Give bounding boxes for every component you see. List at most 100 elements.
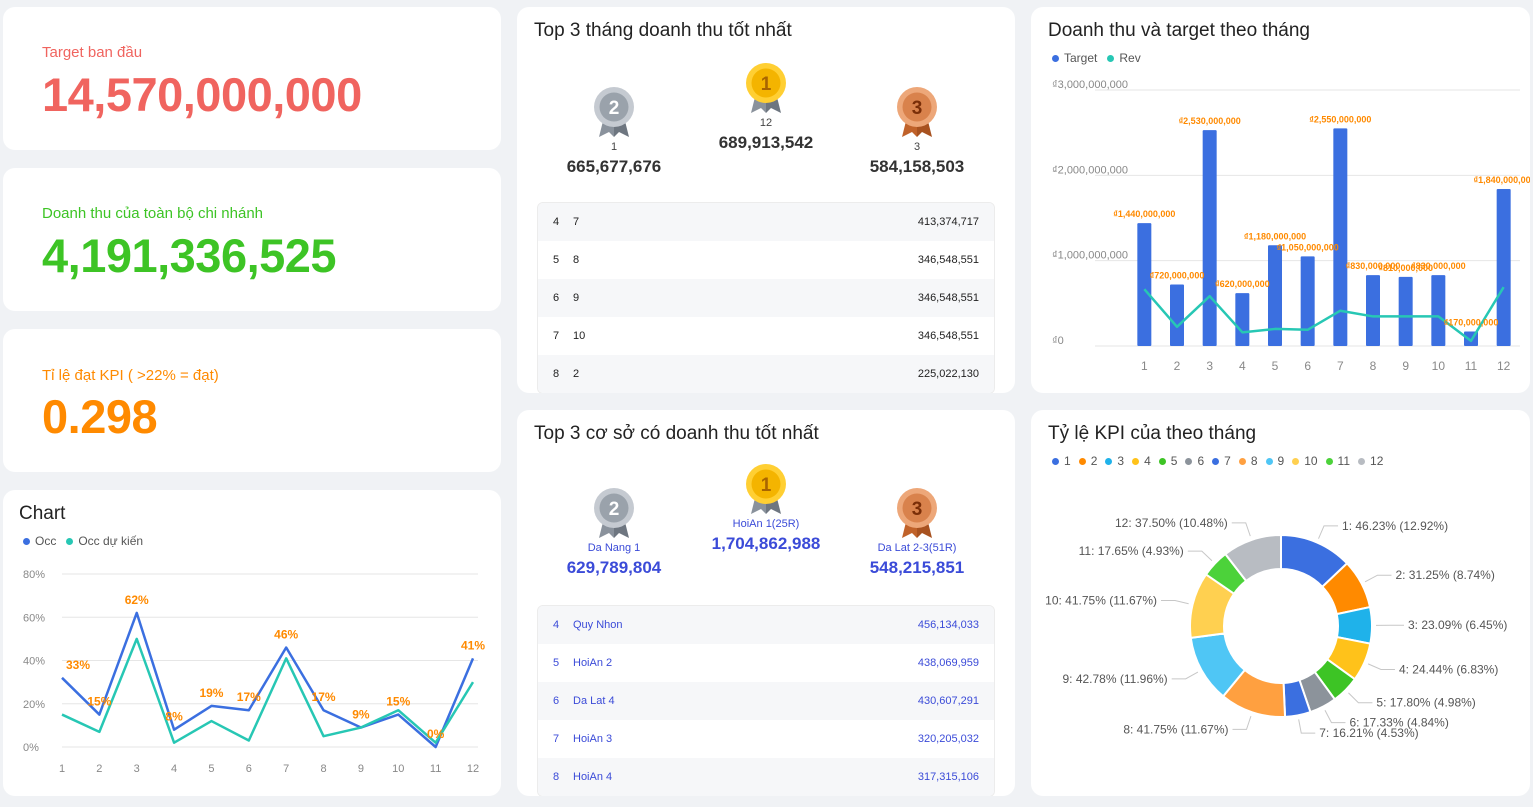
table-row[interactable]: 4 7 413,374,717 bbox=[538, 203, 994, 241]
x-tick-label: 2 bbox=[1174, 359, 1181, 373]
target-bar bbox=[1496, 188, 1511, 346]
legend-label: Target bbox=[1064, 51, 1098, 65]
kpi-donut-chart[interactable]: 1: 46.23% (12.92%) 2: 31.25% (8.74%) 3: 23… bbox=[1031, 410, 1530, 796]
row-name: HoiAn 4 bbox=[573, 771, 613, 783]
medal-silver-icon: 2 bbox=[594, 87, 634, 137]
legend-item[interactable]: 11 bbox=[1325, 454, 1350, 468]
rev-series-line bbox=[1143, 286, 1505, 343]
data-label: 15% bbox=[386, 695, 410, 709]
slice-label: 10: 41.75% (11.67%) bbox=[1045, 594, 1157, 608]
legend-label: 3 bbox=[1117, 454, 1125, 468]
legend-item[interactable]: 6 bbox=[1185, 454, 1204, 468]
row-value: 317,315,106 bbox=[917, 771, 979, 783]
slice-label: 4: 24.44% (6.83%) bbox=[1399, 662, 1498, 676]
legend-item[interactable]: 9 bbox=[1265, 454, 1285, 468]
legend-dot-icon bbox=[1265, 457, 1273, 465]
data-label: 33% bbox=[66, 658, 90, 672]
podium-third: 3 3 584,158,503 bbox=[837, 85, 997, 177]
table-row[interactable]: 5 8 346,548,551 bbox=[538, 241, 994, 279]
target-bar bbox=[1366, 275, 1380, 346]
x-tick-label: 12 bbox=[467, 763, 479, 775]
row-rank: 6 bbox=[553, 292, 560, 304]
target-bar bbox=[1398, 276, 1413, 346]
legend-item[interactable]: 1 bbox=[1052, 454, 1071, 468]
occ-line-chart[interactable]: 0%20%40%60%80%1 2 3 4 5 6 7 8 9 10 11 1233%15%62%8%… bbox=[3, 490, 501, 796]
medal-bronze-icon: 3 bbox=[897, 488, 937, 538]
slice-label: 2: 31.25% (8.74%) bbox=[1395, 568, 1494, 582]
table-row[interactable]: 8 HoiAn 4 317,315,106 bbox=[538, 758, 994, 796]
kpi-card-target: Target ban đầu 14,570,000,000 bbox=[3, 7, 501, 150]
row-value: 413,374,717 bbox=[917, 216, 979, 228]
legend-item-target[interactable]: Target bbox=[1052, 51, 1097, 65]
row-rank: 4 bbox=[553, 619, 560, 631]
legend-item-occ-du-kien[interactable]: Occ dự kiến bbox=[66, 534, 143, 548]
row-rank: 6 bbox=[553, 695, 560, 707]
legend-dot-icon bbox=[1132, 457, 1140, 465]
y-tick-label: ₫0 bbox=[1052, 335, 1064, 347]
data-label: 41% bbox=[461, 638, 485, 652]
target-bar bbox=[1300, 256, 1315, 346]
kpi-ratio-value: 0.298 bbox=[42, 390, 158, 443]
legend-label: 7 bbox=[1224, 454, 1231, 468]
legend-label: Occ bbox=[35, 534, 57, 548]
y-tick-label: 40% bbox=[23, 656, 45, 668]
table-row[interactable]: 8 2 225,022,130 bbox=[538, 355, 994, 393]
revenue-target-title: Doanh thu và target theo tháng bbox=[1048, 20, 1310, 41]
top-months-table: 4 7 413,374,717 5 8 346,548,551 6 9 346,548,55… bbox=[537, 202, 995, 393]
kpi-donut-title: Tỷ lệ KPI của theo tháng bbox=[1048, 423, 1257, 444]
revenue-target-chart[interactable]: ₫0 ₫1,000,000,000 ₫2,000,000,000 ₫3,000,000… bbox=[1031, 7, 1530, 393]
legend-item[interactable]: 10 bbox=[1292, 454, 1318, 468]
row-rank: 7 bbox=[553, 733, 560, 745]
row-rank: 8 bbox=[553, 771, 560, 783]
kpi-target-value: 14,570,000,000 bbox=[42, 68, 362, 121]
legend-label: 1 bbox=[1064, 454, 1071, 468]
revenue-target-card: Doanh thu và target theo tháng Target Re… bbox=[1031, 7, 1530, 393]
legend-item[interactable]: 2 bbox=[1078, 454, 1097, 468]
legend-item[interactable]: 3 bbox=[1105, 454, 1124, 468]
top-months-title: Top 3 tháng doanh thu tốt nhất bbox=[534, 20, 792, 41]
legend-item[interactable]: 7 bbox=[1212, 454, 1231, 468]
medal-number: 1 bbox=[761, 74, 772, 95]
row-value: 320,205,032 bbox=[917, 733, 979, 745]
x-tick-label: 5 bbox=[1272, 359, 1279, 373]
table-row[interactable]: 5 HoiAn 2 438,069,959 bbox=[538, 644, 994, 682]
x-tick-label: 10 bbox=[1432, 359, 1446, 373]
data-label: ₫2,550,000,000 bbox=[1309, 114, 1371, 124]
row-value: 438,069,959 bbox=[917, 657, 979, 669]
target-bar bbox=[1333, 128, 1348, 346]
x-tick-label: 6 bbox=[1304, 359, 1311, 373]
x-tick-label: 2 bbox=[96, 763, 102, 775]
kpi-revenue-value: 4,191,336,525 bbox=[42, 229, 337, 282]
x-tick-label: 3 bbox=[134, 763, 140, 775]
x-tick-label: 6 bbox=[246, 763, 252, 775]
legend-item[interactable]: 8 bbox=[1238, 454, 1258, 468]
legend-item[interactable]: 12 bbox=[1358, 454, 1383, 468]
y-tick-label: ₫3,000,000,000 bbox=[1052, 79, 1128, 91]
table-row[interactable]: 6 9 346,548,551 bbox=[538, 279, 994, 317]
donut-slice-12 bbox=[1223, 533, 1282, 583]
podium-label: 3 bbox=[913, 141, 921, 153]
legend-item-occ[interactable]: Occ bbox=[23, 534, 56, 548]
legend-item-rev[interactable]: Rev bbox=[1107, 51, 1141, 65]
legend-item[interactable]: 4 bbox=[1132, 454, 1151, 468]
table-row[interactable]: 4 Quy Nhon 456,134,033 bbox=[538, 606, 994, 644]
table-row[interactable]: 6 Da Lat 4 430,607,291 bbox=[538, 682, 994, 720]
row-name: HoiAn 3 bbox=[573, 733, 613, 745]
occ-series-line bbox=[61, 611, 475, 749]
x-tick-label: 8 bbox=[320, 763, 326, 775]
legend-dot-icon bbox=[1238, 457, 1246, 465]
table-row[interactable]: 7 HoiAn 3 320,205,032 bbox=[538, 720, 994, 758]
y-tick-label: 0% bbox=[23, 742, 39, 754]
podium-second: 2 1 665,677,676 bbox=[534, 85, 694, 177]
legend-label: 4 bbox=[1144, 454, 1151, 468]
top-branches-title: Top 3 cơ sở có doanh thu tốt nhất bbox=[534, 423, 819, 444]
slice-label: 6: 17.33% (4.84%) bbox=[1349, 716, 1448, 730]
data-label: 17% bbox=[312, 690, 336, 704]
legend-label: Occ dự kiến bbox=[78, 534, 144, 548]
table-row[interactable]: 7 10 346,548,551 bbox=[538, 317, 994, 355]
legend-item[interactable]: 5 bbox=[1158, 454, 1177, 468]
leader-line bbox=[1348, 692, 1373, 704]
legend-label: 9 bbox=[1277, 454, 1285, 468]
podium-first: 1 HoiAn 1(25R) 1,704,862,988 bbox=[686, 462, 846, 554]
x-tick-label: 11 bbox=[1465, 359, 1478, 373]
